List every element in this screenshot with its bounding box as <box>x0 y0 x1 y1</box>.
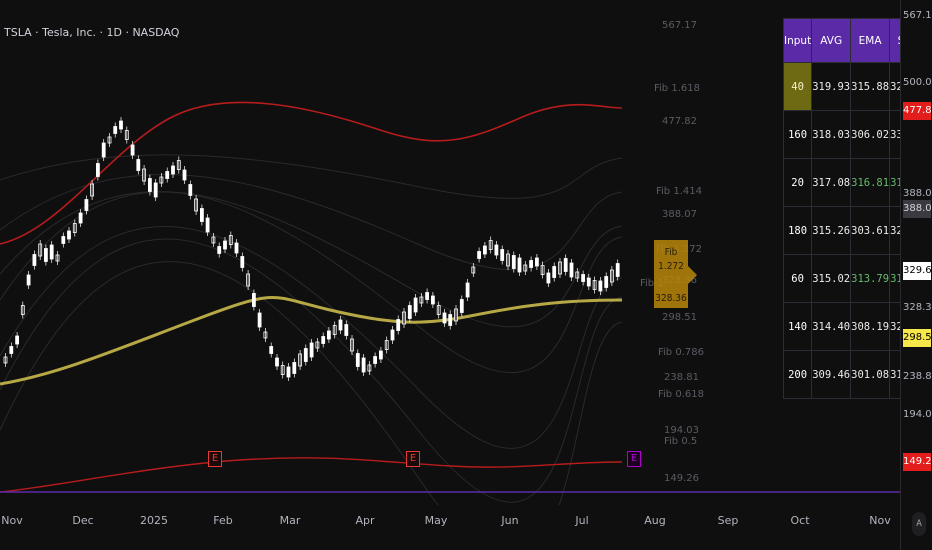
time-label: Sep <box>717 514 739 527</box>
table-header: AVG <box>811 18 852 63</box>
tag-line1: Fib 1.272 <box>658 247 684 272</box>
input-cell: 160 <box>782 110 813 159</box>
fib-band <box>0 154 623 199</box>
time-label: May <box>424 514 448 527</box>
symbol-title[interactable]: TSLA · Tesla, Inc. · 1D · NASDAQ <box>4 26 180 39</box>
fib-band <box>0 174 623 270</box>
ema-cell: 306.02 <box>850 110 891 159</box>
price-tick: 238.81 <box>903 371 932 382</box>
fib-band <box>0 226 623 449</box>
time-label: Apr <box>355 514 375 527</box>
time-label: Jul <box>575 514 589 527</box>
ema-cell: 301.08 <box>850 350 891 399</box>
tag-line2: 328.36 <box>655 293 687 304</box>
fib-level-label: Fib 1 <box>640 278 664 289</box>
price-axis[interactable]: 567.17 500.00 388.07 328.36 238.81 194.03 477.… <box>900 0 932 550</box>
price-tag: 329.65 <box>903 262 932 280</box>
ema-cell: 303.61 <box>850 206 891 255</box>
ema-cell: 313.79 <box>850 254 891 303</box>
fib-level-label: 388.07 <box>662 209 697 220</box>
avg-cell: 319.93 <box>811 62 852 111</box>
avg-cell: 309.46 <box>811 350 852 399</box>
table-header: Input <box>782 18 813 63</box>
earnings-marker[interactable]: E <box>627 451 641 467</box>
auto-scale-button[interactable]: A <box>912 512 926 536</box>
fib-level-label: Fib 1.414 <box>656 186 702 197</box>
fib-band <box>0 238 623 503</box>
time-label: Dec <box>72 514 94 527</box>
time-label: Nov <box>1 514 23 527</box>
current-fib-tag: Fib 1.272 328.36 <box>654 240 688 308</box>
time-label: Oct <box>790 514 810 527</box>
fib-level-label: 298.51 <box>662 312 697 323</box>
ema-cell: 315.88 <box>850 62 891 111</box>
input-cell: 180 <box>782 206 813 255</box>
price-tag: 477.82 <box>903 102 932 120</box>
earnings-marker[interactable]: E <box>406 451 420 467</box>
tag-arrow <box>688 266 697 284</box>
avg-cell: 317.08 <box>811 158 852 207</box>
moving-average <box>0 296 623 386</box>
ma-table: InputAVGEMASMA 40319.93315.88323.9716031… <box>782 18 930 399</box>
lower-band <box>0 457 623 493</box>
input-cell: 60 <box>782 254 813 303</box>
upper-band <box>0 101 623 245</box>
earnings-marker[interactable]: E <box>208 451 222 467</box>
fib-level-label: Fib 0.618 <box>658 389 704 400</box>
fib-level-label: 238.81 <box>664 372 699 383</box>
input-cell: 40 <box>782 62 813 111</box>
fib-level-label: 567.17 <box>662 20 697 31</box>
fib-level-label: 149.26 <box>664 473 699 484</box>
price-tag: 298.51 <box>903 329 932 347</box>
ema-cell: 308.19 <box>850 302 891 351</box>
fib-band <box>0 191 623 373</box>
fib-band <box>0 261 623 505</box>
price-tick: 567.17 <box>903 10 932 21</box>
fib-level-label: Fib 1.618 <box>654 83 700 94</box>
price-tick: 328.36 <box>903 302 932 313</box>
input-cell: 20 <box>782 158 813 207</box>
fib-level-label: 194.03 <box>664 425 699 436</box>
time-label: Nov <box>869 514 891 527</box>
input-cell: 140 <box>782 302 813 351</box>
ema-cell: 316.81 <box>850 158 891 207</box>
time-label: Mar <box>279 514 301 527</box>
avg-cell: 318.03 <box>811 110 852 159</box>
price-tag: 388.07 <box>903 200 932 218</box>
price-tick: 194.03 <box>903 409 932 420</box>
price-tick: 500.00 <box>903 77 932 88</box>
fib-level-label: 477.82 <box>662 116 697 127</box>
fib-level-label: Fib 0.786 <box>658 347 704 358</box>
fib-level-label: Fib 0.5 <box>664 436 698 447</box>
table-header: EMA <box>850 18 891 63</box>
avg-cell: 314.40 <box>811 302 852 351</box>
time-label: Feb <box>213 514 233 527</box>
price-tick: 388.07 <box>903 188 932 199</box>
price-chart[interactable] <box>0 0 900 505</box>
avg-cell: 315.02 <box>811 254 852 303</box>
input-cell: 200 <box>782 350 813 399</box>
time-axis[interactable]: Nov Dec 2025 Feb Mar Apr May Jun Jul Aug Sep Oct Nov <box>0 505 900 550</box>
time-label: 2025 <box>140 514 168 527</box>
time-label: Jun <box>501 514 519 527</box>
time-label: Aug <box>644 514 666 527</box>
avg-cell: 315.26 <box>811 206 852 255</box>
price-tag: 149.26 <box>903 453 932 471</box>
fib-band <box>0 191 623 328</box>
